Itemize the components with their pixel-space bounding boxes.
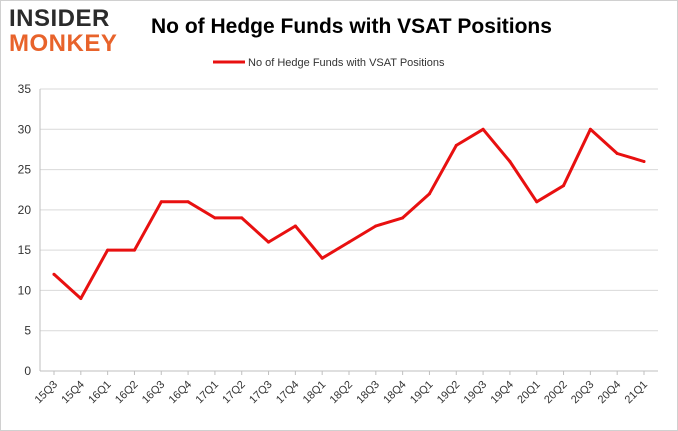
- x-tick-label: 20Q2: [542, 379, 570, 407]
- data-point: [52, 272, 56, 276]
- y-tick-label: 10: [18, 283, 32, 297]
- data-point: [132, 248, 136, 252]
- data-point: [240, 216, 244, 220]
- x-tick-label: 16Q2: [113, 379, 141, 407]
- data-point: [562, 184, 566, 188]
- data-point: [454, 143, 458, 147]
- x-tick-label: 19Q3: [462, 379, 490, 407]
- data-point: [213, 216, 217, 220]
- data-point: [159, 200, 163, 204]
- x-tick-label: 16Q4: [167, 379, 195, 407]
- data-point: [79, 296, 83, 300]
- y-tick-label: 5: [24, 324, 31, 338]
- y-tick-label: 35: [18, 82, 32, 96]
- data-point: [588, 127, 592, 131]
- x-tick-label: 15Q4: [59, 379, 87, 407]
- logo-line-2: MONKEY: [9, 30, 118, 57]
- data-point: [106, 248, 110, 252]
- y-tick-label: 20: [18, 203, 32, 217]
- y-tick-label: 0: [24, 364, 31, 378]
- x-tick-label: 17Q3: [247, 379, 275, 407]
- x-tick-label: 18Q2: [328, 379, 356, 407]
- x-tick-label: 20Q1: [515, 379, 543, 407]
- data-point: [374, 224, 378, 228]
- data-point: [642, 160, 646, 164]
- x-tick-label: 17Q1: [194, 379, 222, 407]
- data-point: [535, 200, 539, 204]
- y-tick-label: 30: [18, 122, 32, 136]
- y-tick-label: 25: [18, 163, 32, 177]
- data-point: [427, 192, 431, 196]
- insider-monkey-logo: INSIDER MONKEY: [9, 7, 127, 57]
- x-tick-label: 21Q1: [623, 379, 651, 407]
- x-tick-label: 19Q1: [408, 379, 436, 407]
- x-tick-label: 19Q2: [435, 379, 463, 407]
- data-point: [293, 224, 297, 228]
- x-tick-label: 19Q4: [489, 379, 517, 407]
- data-point: [267, 240, 271, 244]
- data-point: [186, 200, 190, 204]
- data-point: [347, 240, 351, 244]
- chart-title: No of Hedge Funds with VSAT Positions: [151, 15, 552, 38]
- data-point: [320, 256, 324, 260]
- series-line-0: [52, 127, 646, 300]
- x-tick-label: 17Q4: [274, 379, 302, 407]
- x-tick-label: 16Q3: [140, 379, 168, 407]
- x-tick-label: 18Q4: [381, 379, 409, 407]
- logo-line-1: INSIDER: [9, 5, 110, 32]
- x-tick-label: 20Q4: [596, 379, 624, 407]
- data-point: [481, 127, 485, 131]
- x-tick-label: 16Q1: [86, 379, 114, 407]
- y-tick-label: 15: [18, 243, 32, 257]
- x-tick-label: 20Q3: [569, 379, 597, 407]
- data-point: [401, 216, 405, 220]
- legend-label: No of Hedge Funds with VSAT Positions: [248, 57, 445, 69]
- x-tick-label: 15Q3: [33, 379, 61, 407]
- x-tick-label: 18Q1: [301, 379, 329, 407]
- x-tick-label: 17Q2: [220, 379, 248, 407]
- data-point: [615, 151, 619, 155]
- x-tick-label: 18Q3: [354, 379, 382, 407]
- data-point: [508, 160, 512, 164]
